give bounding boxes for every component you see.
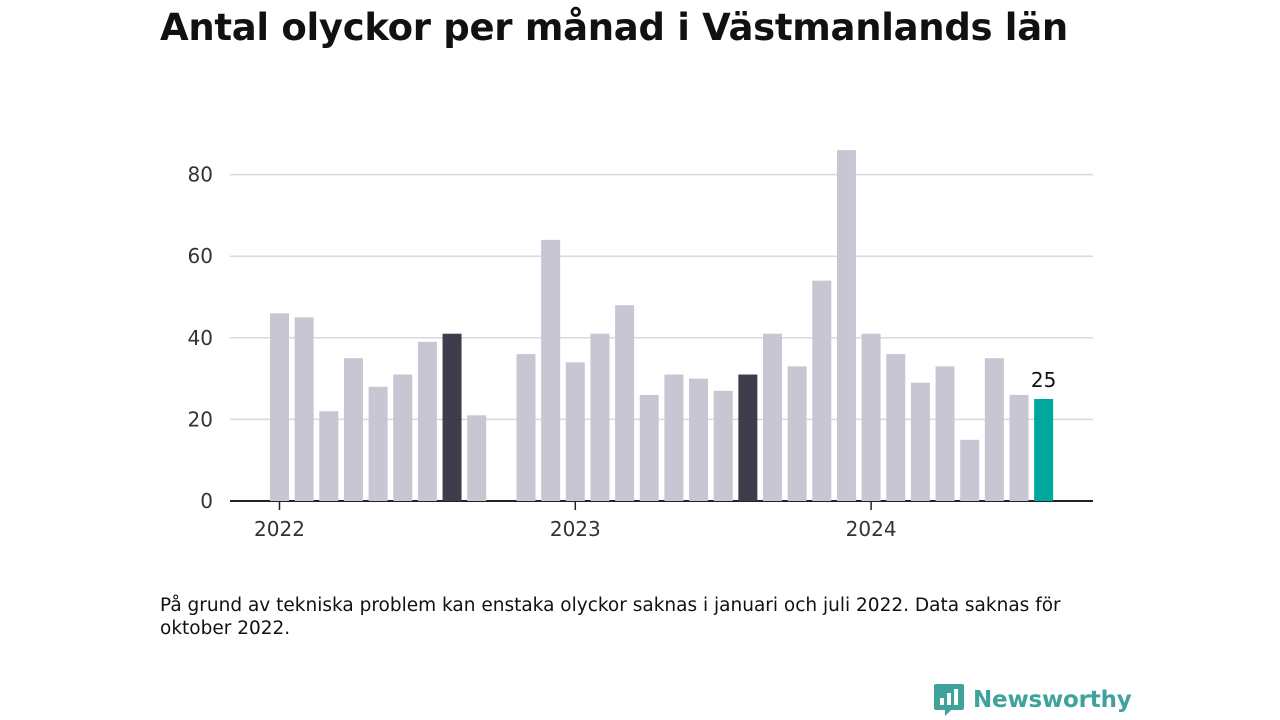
bar xyxy=(664,374,684,501)
bar xyxy=(1034,399,1054,501)
bar xyxy=(417,341,437,501)
data-label-current: 25 xyxy=(1031,368,1056,392)
bar xyxy=(294,317,314,501)
bar xyxy=(935,366,955,501)
bar xyxy=(812,280,832,501)
newsworthy-brand: Newsworthy xyxy=(933,683,1132,717)
chart-title: Antal olyckor per månad i Västmanlands l… xyxy=(160,6,1068,49)
bar xyxy=(886,354,906,501)
bar xyxy=(861,333,881,501)
y-tick-label: 60 xyxy=(188,244,213,268)
bar-chart: 0 20 40 60 80 2022 2023 2024 25 xyxy=(188,150,1093,541)
x-tick-label: 2022 xyxy=(254,517,305,541)
y-tick-label: 0 xyxy=(200,489,213,513)
bar xyxy=(984,358,1004,501)
bar xyxy=(343,358,363,501)
labels: 0 20 40 60 80 2022 2023 2024 25 xyxy=(188,163,1057,541)
bar xyxy=(565,362,585,501)
bar xyxy=(368,386,388,501)
bar xyxy=(738,374,758,501)
y-tick-label: 20 xyxy=(188,407,213,431)
footnote: På grund av tekniska problem kan enstaka… xyxy=(160,595,1061,639)
bar xyxy=(763,333,782,501)
bar xyxy=(319,411,339,501)
x-tick-label: 2024 xyxy=(846,517,897,541)
x-tick-label: 2023 xyxy=(550,517,601,541)
bar xyxy=(689,378,709,501)
bar xyxy=(615,305,635,501)
bar xyxy=(270,313,289,501)
bar xyxy=(442,333,462,501)
bar xyxy=(910,382,930,501)
bar xyxy=(713,390,733,501)
bar xyxy=(639,394,659,501)
y-tick-label: 40 xyxy=(188,326,213,350)
newsworthy-logo-icon xyxy=(934,684,964,716)
bar xyxy=(393,374,413,501)
bar xyxy=(1009,394,1029,501)
bar xyxy=(467,415,487,501)
bar xyxy=(960,439,980,501)
bar xyxy=(541,239,561,501)
brand-name: Newsworthy xyxy=(973,687,1132,713)
bar xyxy=(590,333,610,501)
bar xyxy=(516,354,536,501)
bars xyxy=(270,150,1054,501)
bar xyxy=(787,366,807,501)
bar xyxy=(836,150,856,501)
y-tick-label: 80 xyxy=(188,163,213,187)
